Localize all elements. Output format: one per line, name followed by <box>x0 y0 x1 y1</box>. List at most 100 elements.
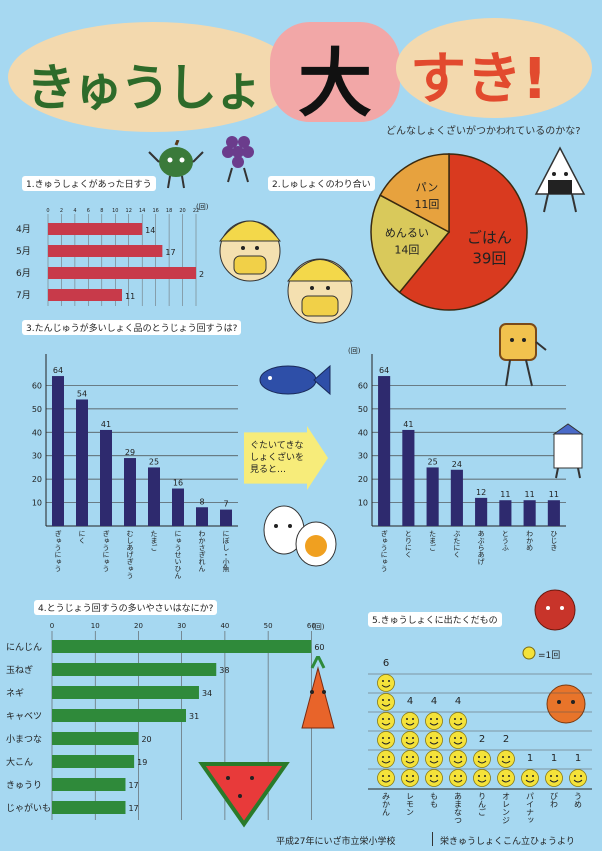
data-label: 8 <box>199 497 204 506</box>
title-part2: 大 <box>298 41 372 127</box>
section1-heading: 1.きゅうしょくがあった日すう <box>22 176 156 191</box>
category-label: むしあげぎゅう <box>126 530 134 579</box>
y-tick-label: 50 <box>358 405 368 414</box>
category-label: 小まつな <box>6 734 42 745</box>
footer-divider <box>432 832 433 846</box>
bar <box>48 289 122 301</box>
category-label: あぶらあげ <box>477 530 485 566</box>
data-label: 22 <box>199 270 204 279</box>
category-label: ぶたにく <box>453 530 461 558</box>
x-tick-label: 14 <box>139 208 145 214</box>
callout-text: ぐたいてきな しょくざいを 見ると… <box>250 441 305 475</box>
carrot-character-icon <box>301 656 335 729</box>
x-tick-label: 60 <box>307 622 316 630</box>
smile-mark <box>377 769 395 787</box>
bar <box>76 399 88 526</box>
category-label: にく <box>78 530 86 544</box>
vegetable-bar-chart: 0 10 20 30 40 50 60 にんじん 60 玉ねぎ 38 ネギ 34 キャベツ 31 小まつな 20… <box>6 622 325 820</box>
x-tick-label: 22 <box>193 208 199 214</box>
category-label: 7月 <box>16 290 31 301</box>
bar <box>100 429 112 526</box>
x-tick-label: 50 <box>264 622 273 630</box>
slice-label: めんるい <box>385 226 429 239</box>
lunch-server-kids-icon <box>218 220 353 324</box>
category-label: ネギ <box>6 688 24 699</box>
data-label: 1 <box>551 753 557 764</box>
section4-heading: 4.とうじょう回すうの多いやさいはなにか? <box>34 600 218 615</box>
data-label: 41 <box>101 420 111 429</box>
x-tick-label: 8 <box>100 208 103 214</box>
category-label: ひじき <box>550 530 558 551</box>
smile-mark <box>401 731 419 749</box>
category-label: きゅうり <box>6 780 42 791</box>
title-part1: きゅうしょく <box>26 59 311 117</box>
legend-smile-icon <box>522 646 536 660</box>
question-text: どんなしょくざいがつかわれているのかな? <box>386 126 581 137</box>
data-label: 17 <box>128 804 138 813</box>
bar <box>148 467 160 526</box>
y-tick-label: 20 <box>32 475 42 484</box>
category-label: わかめ <box>526 530 534 551</box>
smile-mark <box>425 750 443 768</box>
data-label: 25 <box>428 457 438 466</box>
category-label: とうふ <box>501 530 509 551</box>
bar <box>426 467 439 526</box>
x-tick-label: 0 <box>46 208 49 214</box>
data-label: 11 <box>125 292 135 301</box>
y-tick-label: 10 <box>358 499 368 508</box>
category-label: キャベツ <box>6 712 42 722</box>
pumpkin-character-icon <box>148 140 204 189</box>
data-label: 1 <box>575 753 581 764</box>
pie-slice <box>398 153 528 311</box>
smile-mark <box>401 750 419 768</box>
title-bubble-left <box>8 22 298 132</box>
fruit-smile-chart: 6 みかん 4 レモン 4 もも 4 あまなつ 2 りんご 2 オレンジ 1 パイナップル 1 びわ 1 うめ <box>368 658 592 824</box>
title-part3: すき! <box>410 47 548 112</box>
smile-mark <box>473 750 491 768</box>
data-label: 2 <box>479 734 485 745</box>
bar <box>475 497 488 526</box>
bar <box>52 686 199 699</box>
smile-mark <box>521 769 539 787</box>
data-label: 11 <box>525 490 535 499</box>
fish-icon <box>259 364 331 396</box>
data-label: 14 <box>145 226 155 235</box>
pie-slice <box>370 194 451 294</box>
slice-value: 39回 <box>472 249 506 267</box>
bar <box>52 801 126 814</box>
smile-mark <box>377 731 395 749</box>
slice-label: ごはん <box>467 228 512 246</box>
x-tick-label: 2 <box>60 208 63 214</box>
data-label: 7 <box>223 500 228 509</box>
bar <box>48 245 163 257</box>
smile-mark <box>377 712 395 730</box>
bar <box>220 509 232 526</box>
slice-value: 11回 <box>414 198 439 211</box>
bar <box>52 709 186 722</box>
smile-mark <box>377 750 395 768</box>
data-label: 19 <box>137 758 147 767</box>
category-label: ぎゅうにゅう <box>54 529 62 572</box>
data-label: 16 <box>173 479 183 488</box>
smile-mark <box>449 750 467 768</box>
smile-mark <box>401 769 419 787</box>
smile-mark <box>473 769 491 787</box>
grape-character-icon <box>222 136 254 183</box>
y-tick-label: 10 <box>32 499 42 508</box>
persimmon-character-icon <box>546 684 586 724</box>
staple-food-pie-chart: ごはん 39回 めんるい 14回 パン 11回 <box>370 153 528 311</box>
apple-character-icon <box>534 589 576 631</box>
data-label: 6 <box>383 658 389 669</box>
x-tick-label: 20 <box>134 622 143 630</box>
category-label: じゃがいも <box>6 802 51 814</box>
monthly-days-bar-chart: 0 2 4 6 8 10 12 14 16 18 20 22 4月 14 5月 17 6月 22 7月 11 <box>16 208 204 306</box>
category-label: たまご <box>429 530 437 551</box>
bar <box>172 488 184 526</box>
bar <box>52 640 312 653</box>
smile-mark <box>425 769 443 787</box>
section5-legend: =1回 <box>538 651 561 661</box>
x-tick-label: 18 <box>166 208 172 214</box>
x-tick-label: 40 <box>220 622 229 630</box>
smile-mark <box>377 674 395 692</box>
